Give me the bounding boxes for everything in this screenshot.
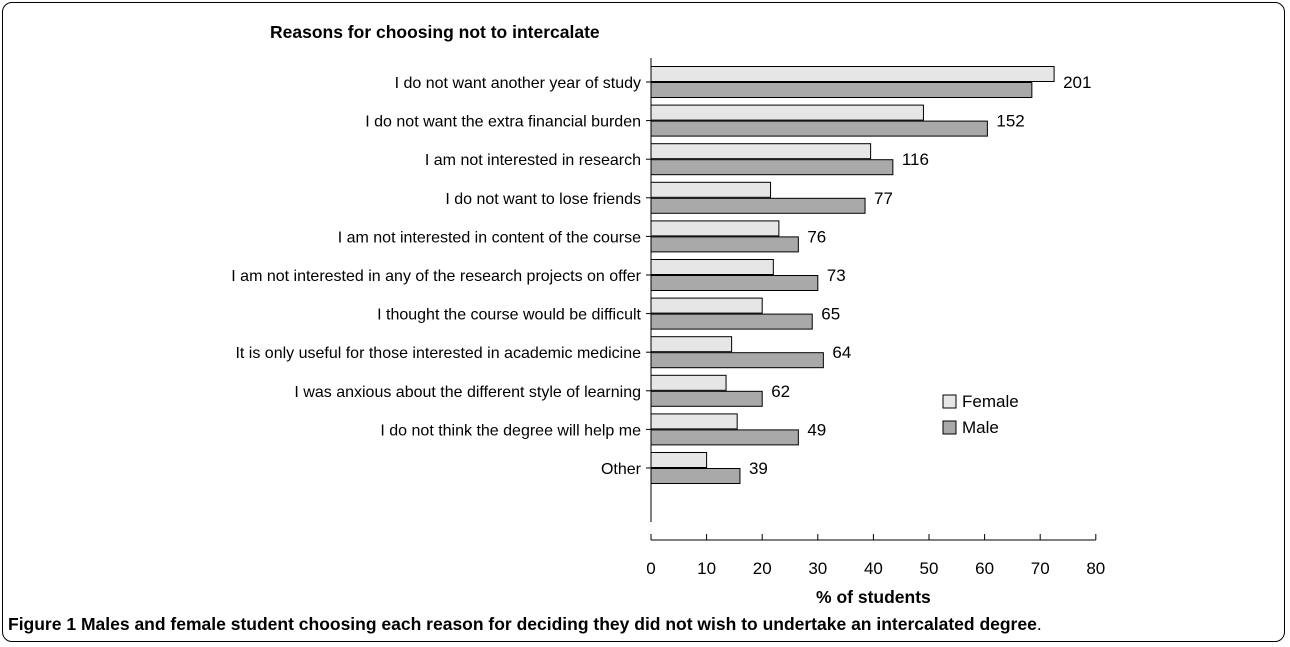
bar-female xyxy=(650,374,727,391)
caption-text: Males and female student choosing each r… xyxy=(76,614,1037,634)
bar-chart: Reasons for choosing not to intercalate I… xyxy=(231,22,1105,607)
x-tick-label: 70 xyxy=(1031,559,1050,578)
x-tick-label: 30 xyxy=(808,559,827,578)
x-tick-label: 60 xyxy=(975,559,994,578)
bar-female xyxy=(650,259,774,275)
category-label: I do not want the extra financial burden xyxy=(365,114,641,131)
bar-male xyxy=(650,120,988,137)
x-tick-label: 50 xyxy=(920,559,939,578)
bar-male xyxy=(650,390,763,407)
category-label: I do not want another year of study xyxy=(395,75,641,92)
bar-male xyxy=(650,82,1033,98)
total-label: 116 xyxy=(902,150,929,169)
total-label: 77 xyxy=(874,189,893,208)
legend-label-male: Male xyxy=(962,418,999,437)
caption-end: . xyxy=(1036,614,1042,634)
bar-female xyxy=(650,104,924,121)
bar-male xyxy=(650,159,894,176)
legend-swatch-male xyxy=(942,420,957,435)
bar-male xyxy=(650,313,813,330)
bar-female xyxy=(650,66,1055,82)
total-label: 62 xyxy=(771,382,790,401)
category-label: I am not interested in content of the co… xyxy=(338,229,641,246)
bar-female xyxy=(650,336,733,353)
total-label: 49 xyxy=(807,420,826,439)
x-tick-label: 10 xyxy=(697,559,716,578)
category-label: I do not think the degree will help me xyxy=(380,422,641,439)
bar-male xyxy=(650,352,824,369)
x-tick-label: 0 xyxy=(646,559,655,578)
total-label: 76 xyxy=(807,227,826,246)
caption-label: Figure 1 xyxy=(8,614,77,634)
bar-female xyxy=(650,181,772,198)
x-tick-label: 40 xyxy=(864,559,883,578)
category-label: Other xyxy=(601,461,642,478)
bar-male xyxy=(650,468,741,484)
bar-female xyxy=(650,297,763,314)
x-axis-label: % of students xyxy=(816,587,931,607)
total-label: 201 xyxy=(1063,73,1091,92)
category-label: I am not interested in any of the resear… xyxy=(231,268,641,285)
bar-female xyxy=(650,220,780,237)
bar-male xyxy=(650,429,799,446)
total-label: 152 xyxy=(996,112,1024,131)
category-label: It is only useful for those interested i… xyxy=(235,345,641,362)
category-label: I thought the course would be difficult xyxy=(377,307,641,324)
bar-male xyxy=(650,197,866,214)
chart-title: Reasons for choosing not to intercalate xyxy=(270,22,600,42)
x-tick-label: 20 xyxy=(753,559,772,578)
category-label: I do not want to lose friends xyxy=(445,191,641,208)
total-label: 73 xyxy=(827,266,846,285)
bar-female xyxy=(650,452,708,468)
bar-female xyxy=(650,413,738,430)
total-label: 39 xyxy=(749,459,768,478)
legend-swatch-female xyxy=(942,394,957,409)
legend-label-female: Female xyxy=(962,392,1019,411)
bar-female xyxy=(650,143,872,160)
category-label: I am not interested in research xyxy=(425,152,641,169)
category-label: I was anxious about the different style … xyxy=(294,384,641,401)
total-label: 65 xyxy=(821,305,840,324)
figure-caption: Figure 1 Males and female student choosi… xyxy=(8,614,1042,635)
x-tick-label: 80 xyxy=(1086,559,1105,578)
total-label: 64 xyxy=(832,343,851,362)
bar-male xyxy=(650,275,819,291)
bar-male xyxy=(650,236,799,253)
